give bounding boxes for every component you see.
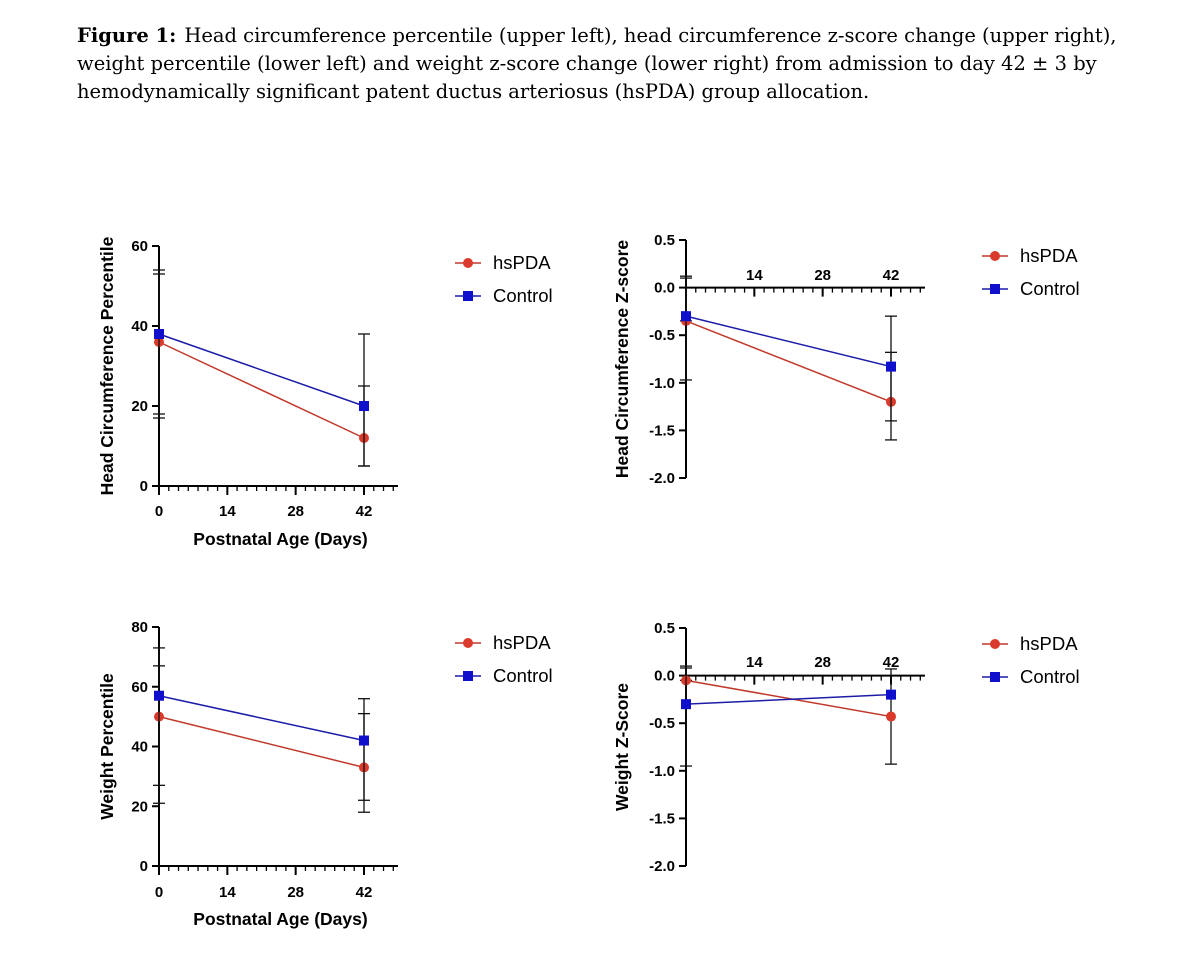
legend-item-hspda: hsPDA	[982, 633, 1078, 654]
x-tick-label: 28	[287, 503, 304, 520]
data-point	[359, 401, 369, 411]
legend-label: hsPDA	[1020, 245, 1078, 266]
legend-item-hspda: hsPDA	[455, 632, 551, 653]
chart-hc-percentile: 0 20 40 60 0 14 28 42 Head Circumference Percent…	[97, 236, 553, 549]
legend-label: Control	[493, 665, 553, 686]
chart-weight-zscore: -2.0 -1.5 -1.0 -0.5 0.0 0.5 14 28 42 Weight Z-Sco…	[612, 620, 1080, 875]
x-tick-label: 42	[356, 503, 373, 520]
legend-item-hspda: hsPDA	[455, 252, 551, 273]
legend-item-control: Control	[455, 285, 553, 306]
y-tick-label: -1.0	[649, 763, 675, 780]
y-tick-label: 40	[131, 739, 148, 756]
figure-label: Figure 1:	[77, 24, 177, 47]
series-line	[685, 679, 892, 718]
data-point	[681, 311, 691, 322]
x-tick-label: 0	[155, 884, 163, 901]
x-axis-title: Postnatal Age (Days)	[193, 529, 367, 549]
y-tick-label: -2.0	[649, 470, 675, 487]
y-axis-title: Weight Percentile	[97, 673, 117, 820]
y-tick-label: 20	[131, 398, 148, 415]
legend-label: hsPDA	[493, 252, 551, 273]
legend-label: hsPDA	[493, 632, 551, 653]
x-axis-title: Postnatal Age (Days)	[193, 909, 367, 929]
series-control	[680, 275, 897, 422]
series-line	[158, 694, 365, 742]
legend-marker	[990, 284, 1000, 294]
series-control	[153, 273, 370, 467]
figure-caption: Figure 1: Head circumference percentile (…	[77, 22, 1117, 106]
data-point	[886, 711, 896, 722]
x-tick-label: 28	[814, 654, 831, 671]
series-hspda	[153, 269, 370, 467]
y-tick-label: 0	[140, 858, 148, 875]
legend-label: Control	[493, 285, 553, 306]
data-point	[154, 329, 164, 339]
chart-hc-zscore: -2.0 -1.5 -1.0 -0.5 0.0 0.5 14 28 42 Head Circumf…	[612, 232, 1080, 487]
chart-weight-percentile: 0 20 40 60 80 0 14 28 42 Weight Percentile Postnat…	[97, 619, 553, 929]
series-line	[158, 341, 365, 439]
y-tick-label: 0	[140, 478, 148, 495]
legend-item-hspda: hsPDA	[982, 245, 1078, 266]
legend-marker	[990, 251, 1000, 261]
y-axis-title: Weight Z-Score	[612, 683, 632, 811]
y-tick-label: -0.5	[649, 327, 675, 344]
series-line	[158, 333, 365, 407]
legend-item-control: Control	[982, 278, 1080, 299]
y-tick-label: 0.0	[654, 280, 675, 297]
y-tick-label: -1.5	[649, 810, 675, 827]
x-tick-label: 28	[287, 884, 304, 901]
figure-caption-text: Head circumference percentile (upper lef…	[77, 24, 1117, 103]
legend-label: Control	[1020, 666, 1080, 687]
y-tick-label: -0.5	[649, 715, 675, 732]
x-tick-label: 0	[155, 503, 163, 520]
legend-marker	[463, 258, 473, 268]
series-control	[680, 667, 896, 767]
y-tick-label: -1.5	[649, 422, 675, 439]
legend-marker	[990, 672, 1000, 682]
series-hspda	[153, 647, 370, 813]
series-line	[685, 315, 892, 368]
x-tick-label: 14	[746, 654, 763, 671]
legend-marker	[463, 638, 473, 648]
y-tick-label: 0.5	[654, 232, 675, 249]
x-tick-label: 42	[356, 884, 373, 901]
legend-marker	[990, 639, 1000, 649]
y-tick-label: 0.5	[654, 620, 675, 637]
series-hspda	[680, 277, 897, 441]
legend-marker	[463, 291, 473, 301]
y-tick-label: 0.0	[654, 668, 675, 685]
y-axis-title: Head Circumference Z-score	[612, 240, 632, 479]
data-point	[886, 361, 896, 372]
y-tick-label: -2.0	[649, 858, 675, 875]
x-tick-label: 14	[219, 884, 236, 901]
y-tick-label: 20	[131, 798, 148, 815]
data-point	[359, 735, 369, 746]
x-tick-label: 14	[746, 267, 763, 284]
data-point	[886, 689, 896, 700]
series-line	[685, 693, 892, 705]
data-point	[154, 690, 164, 701]
legend-marker	[463, 671, 473, 681]
y-tick-label: -1.0	[649, 375, 675, 392]
series-control	[153, 665, 370, 801]
x-tick-label: 42	[883, 267, 900, 284]
y-tick-label: 60	[131, 679, 148, 696]
legend-label: Control	[1020, 278, 1080, 299]
legend-label: hsPDA	[1020, 633, 1078, 654]
y-tick-label: 60	[131, 238, 148, 255]
series-line	[685, 320, 892, 403]
y-tick-label: 40	[131, 318, 148, 335]
x-tick-label: 28	[814, 267, 831, 284]
data-point	[681, 699, 691, 710]
series-line	[158, 715, 365, 769]
y-axis-title: Head Circumference Percentile	[97, 236, 117, 495]
legend-item-control: Control	[455, 665, 553, 686]
x-tick-label: 14	[219, 503, 236, 520]
legend-item-control: Control	[982, 666, 1080, 687]
x-tick-label: 42	[883, 654, 900, 671]
y-tick-label: 80	[131, 619, 148, 636]
series-hspda	[680, 665, 897, 765]
